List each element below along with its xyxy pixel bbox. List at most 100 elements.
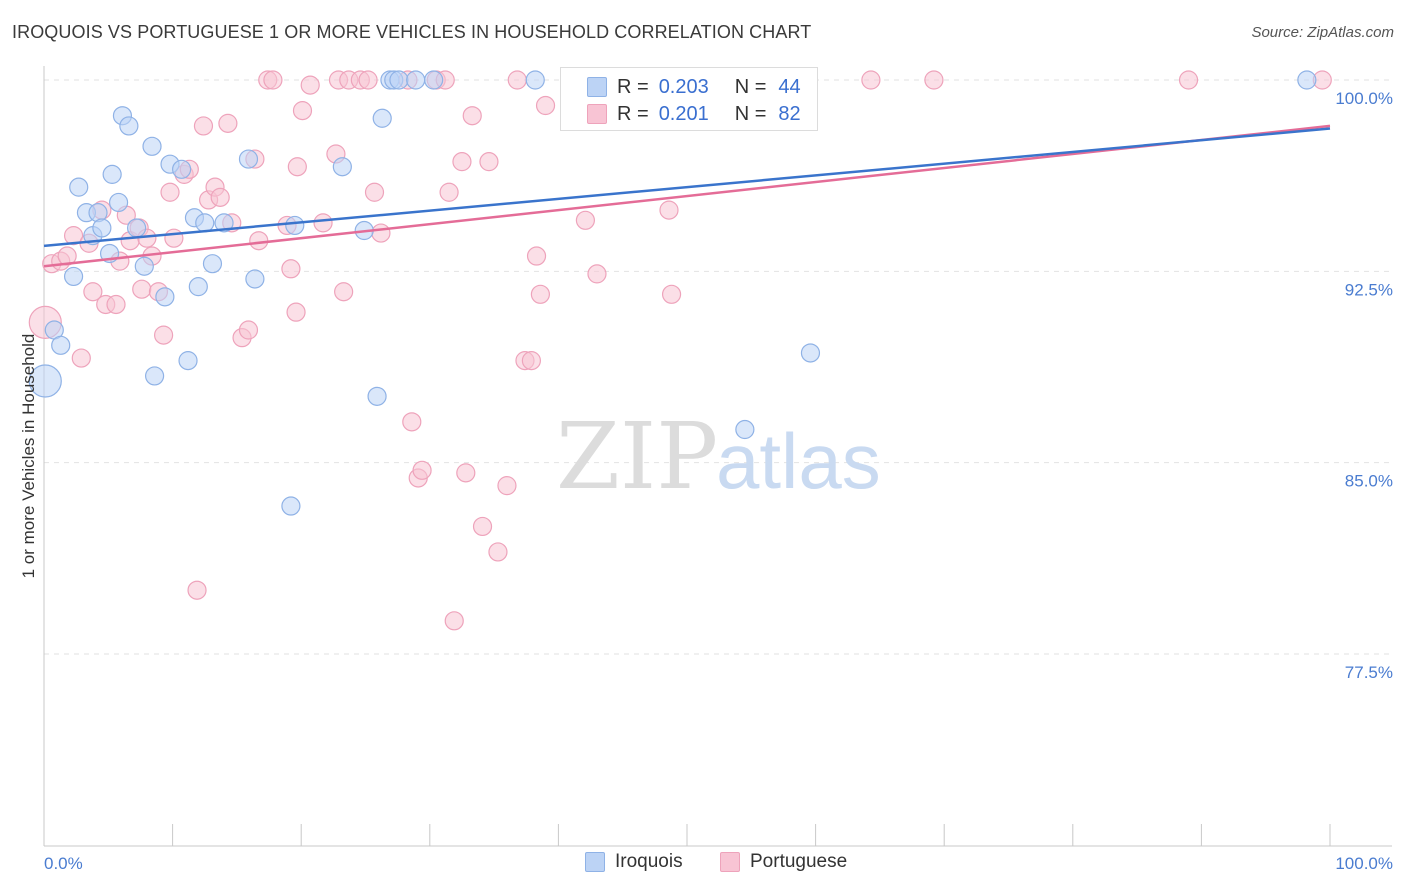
iroquois-point (172, 159, 192, 179)
iroquois-point (1297, 70, 1317, 90)
portuguese-point (521, 351, 541, 371)
y-axis-label: 1 or more Vehicles in Household (19, 334, 38, 579)
iroquois-point (332, 157, 352, 177)
portuguese-point (210, 187, 230, 207)
iroquois-point (389, 70, 409, 90)
portuguese-n-value: 82 (778, 102, 801, 125)
iroquois-point (525, 70, 545, 90)
portuguese-point (218, 113, 238, 133)
iroquois-swatch (587, 77, 607, 97)
iroquois-point (92, 218, 112, 238)
iroquois-point (800, 343, 821, 363)
portuguese-point (193, 116, 214, 136)
portuguese-point (57, 246, 77, 266)
iroquois-point (281, 496, 301, 516)
portuguese-trend-line (43, 124, 1331, 268)
portuguese-legend-label: Portuguese (750, 851, 848, 872)
iroquois-point (372, 108, 392, 128)
portuguese-point (334, 282, 354, 302)
iroquois-point (142, 136, 162, 156)
y-tick-label: 100.0% (1335, 89, 1393, 108)
r-label: R = (617, 102, 649, 125)
iroquois-point (178, 351, 198, 371)
portuguese-point (358, 70, 378, 90)
iroquois-trend-line (43, 127, 1331, 248)
portuguese-point (575, 210, 596, 230)
portuguese-point (479, 152, 499, 172)
iroquois-point (155, 287, 175, 307)
iroquois-point (102, 164, 122, 184)
iroquois-point (406, 70, 426, 90)
portuguese-point (924, 70, 944, 90)
x-tick-label: 100.0% (1335, 854, 1393, 873)
x-tick-label: 0.0% (44, 854, 83, 873)
portuguese-point (488, 542, 508, 562)
portuguese-point (71, 348, 91, 368)
portuguese-point (456, 463, 476, 483)
iroquois-point (51, 335, 71, 355)
iroquois-point (424, 70, 444, 90)
portuguese-point (300, 75, 320, 95)
portuguese-point (364, 182, 385, 202)
legend-row-iroquois: R = 0.203 N = 44 (561, 74, 801, 100)
portuguese-legend-swatch (720, 852, 740, 872)
y-tick-label: 85.0% (1345, 472, 1393, 491)
portuguese-point (371, 223, 391, 243)
iroquois-point (69, 177, 89, 197)
portuguese-point (287, 157, 307, 177)
portuguese-point (462, 106, 482, 126)
portuguese-point (472, 516, 493, 537)
portuguese-swatch (587, 104, 607, 124)
portuguese-point (587, 264, 607, 284)
iroquois-point (63, 266, 84, 287)
portuguese-point (659, 200, 679, 220)
chart-title: IROQUOIS VS PORTUGUESE 1 OR MORE VEHICLE… (12, 22, 812, 42)
portuguese-point (238, 320, 259, 340)
portuguese-point (83, 282, 103, 302)
portuguese-point (292, 101, 313, 121)
iroquois-legend-swatch (585, 852, 605, 872)
watermark-zip: ZIP (556, 403, 718, 510)
portuguese-point (402, 412, 422, 432)
iroquois-n-value: 44 (778, 75, 801, 98)
portuguese-point (507, 70, 527, 90)
portuguese-point (439, 182, 459, 202)
n-label: N = (734, 102, 767, 125)
portuguese-r-value: 0.201 (658, 102, 709, 125)
iroquois-point (735, 419, 755, 440)
source-label: Source: ZipAtlas.com (1251, 24, 1394, 41)
portuguese-point (187, 580, 207, 600)
portuguese-point (497, 476, 517, 496)
iroquois-point (144, 366, 165, 386)
portuguese-point (281, 259, 301, 279)
iroquois-point (238, 149, 259, 169)
portuguese-point (412, 460, 432, 480)
iroquois-point (108, 192, 129, 213)
portuguese-point (313, 213, 333, 233)
iroquois-point (367, 386, 387, 406)
r-label: R = (617, 75, 649, 98)
iroquois-point (188, 277, 208, 297)
portuguese-point (286, 302, 306, 322)
portuguese-point (249, 231, 269, 251)
iroquois-point (245, 269, 265, 289)
y-tick-label: 92.5% (1345, 280, 1393, 299)
portuguese-point (444, 611, 464, 631)
portuguese-point (63, 226, 84, 246)
iroquois-point (134, 256, 154, 276)
portuguese-point (164, 228, 184, 248)
iroquois-point (195, 213, 215, 233)
legend-item-portuguese[interactable]: Portuguese (720, 851, 847, 873)
portuguese-point (861, 70, 881, 90)
legend-item-iroquois[interactable]: Iroquois (585, 851, 683, 873)
n-label: N = (734, 75, 767, 98)
iroquois-point (202, 254, 223, 274)
portuguese-point (263, 70, 283, 90)
tick-labels: 77.5% 85.0% 92.5% 100.0% 0.0% 100.0% (44, 89, 1393, 873)
iroquois-point (285, 215, 305, 236)
portuguese-point (661, 284, 682, 304)
series-legend: Iroquois Portuguese (0, 851, 1406, 877)
iroquois-point (28, 364, 62, 398)
portuguese-point (452, 152, 472, 172)
